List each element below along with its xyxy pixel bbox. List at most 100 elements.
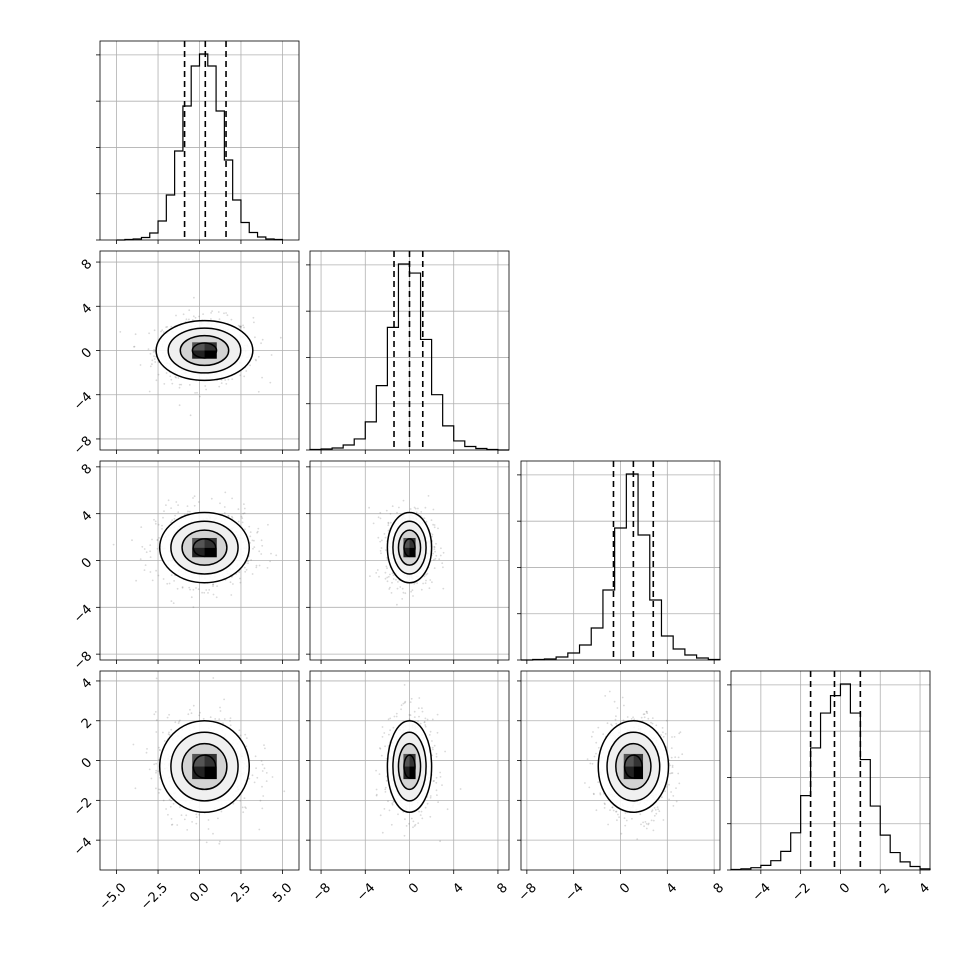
scatter-point [647, 823, 650, 826]
scatter-point [413, 506, 416, 509]
density-cell-3-2-3 [633, 766, 644, 780]
scatter-point [630, 718, 633, 720]
scatter-point [173, 518, 176, 520]
scatter-point [182, 313, 185, 316]
scatter-point [171, 382, 174, 385]
scatter-point [383, 732, 386, 734]
scatter-point [677, 756, 680, 759]
scatter-point [243, 326, 245, 329]
scatter-point [227, 515, 230, 517]
scatter-point [435, 542, 437, 545]
scatter-point [192, 606, 195, 609]
scatter-point [404, 700, 407, 703]
scatter-point [150, 777, 153, 780]
scatter-point [192, 588, 195, 591]
scatter-point [429, 796, 432, 799]
scatter-point [389, 586, 391, 589]
scatter-point [244, 806, 247, 808]
scatter-point [436, 794, 438, 796]
scatter-point [372, 522, 375, 525]
scatter-point [178, 720, 181, 723]
scatter-point [431, 535, 433, 538]
scatter-point [239, 326, 242, 329]
scatter-point [439, 554, 442, 557]
scatter-point [431, 533, 434, 536]
scatter-point [378, 773, 381, 775]
scatter-point [154, 711, 157, 713]
scatter-point [595, 809, 598, 812]
scatter-point [399, 586, 402, 588]
scatter-point [384, 745, 386, 748]
scatter-point [194, 316, 197, 319]
scatter-point [212, 593, 215, 596]
scatter-point [675, 800, 678, 803]
scatter-point [133, 345, 135, 348]
xtick-label-2-1: −4 [563, 880, 587, 904]
scatter-point [212, 832, 214, 835]
scatter-point [432, 780, 435, 783]
scatter-point [403, 684, 406, 686]
scatter-point [191, 319, 194, 321]
scatter-point [425, 579, 427, 582]
scatter-point [195, 816, 198, 818]
scatter-point [393, 715, 396, 718]
scatter-point [167, 499, 170, 502]
scatter-point [625, 819, 628, 822]
density-core-1-0 [192, 342, 217, 359]
panel-grid-2-0 [100, 461, 299, 660]
scatter-point [439, 840, 441, 843]
scatter-point [261, 770, 264, 772]
scatter-point [170, 378, 173, 381]
ytick-label-2-2: 0 [79, 555, 95, 571]
scatter-point [390, 823, 393, 826]
scatter-point [427, 495, 430, 497]
scatter-point [167, 733, 170, 736]
scatter-point [385, 779, 388, 782]
scatter-point [643, 716, 646, 719]
histogram-grid-1 [310, 251, 509, 450]
scatter-point [149, 544, 152, 546]
scatter-point [112, 543, 115, 546]
scatter-point [195, 587, 197, 589]
scatter-point [678, 732, 681, 735]
density-cell-3-0-3 [204, 766, 217, 780]
scatter-point [386, 576, 389, 579]
scatter-point [446, 808, 449, 811]
scatter-point [662, 819, 665, 821]
scatter-point [253, 321, 255, 324]
scatter-point [163, 383, 166, 385]
scatter-point [212, 677, 215, 679]
density-cell-3-1-0 [403, 753, 410, 767]
scatter-point [252, 316, 255, 319]
scatter-point [599, 793, 602, 796]
scatter-point [153, 763, 156, 766]
scatter-point [231, 515, 233, 518]
scatter-point [610, 723, 612, 726]
scatter-point [218, 718, 221, 720]
histogram-panel-3 [727, 670, 931, 874]
scatter-point [157, 574, 160, 577]
scatter-point [438, 558, 441, 561]
scatter-point [151, 579, 154, 582]
scatter-point [186, 505, 189, 507]
scatter-point [385, 565, 388, 568]
xtick-label-0-2: 0.0 [187, 880, 212, 905]
scatter-point [442, 551, 445, 554]
scatter-point [615, 722, 618, 725]
scatter-point [403, 701, 406, 704]
scatter-point [379, 747, 382, 750]
scatter-point [424, 506, 427, 509]
density-cell-1-0-3 [204, 350, 217, 359]
scatter-point [149, 571, 152, 573]
xtick-label-0-4: 5.0 [270, 880, 295, 905]
scatter-point [392, 574, 395, 576]
scatter-point [257, 527, 260, 530]
scatter-point [392, 726, 395, 729]
scatter-point [166, 716, 169, 719]
scatter-point [166, 326, 169, 328]
scatter-point [168, 582, 171, 585]
scatter-point [377, 516, 380, 519]
scatter-point [225, 312, 228, 314]
scatter-point [170, 728, 173, 731]
panel-content-3-0 [132, 677, 286, 845]
